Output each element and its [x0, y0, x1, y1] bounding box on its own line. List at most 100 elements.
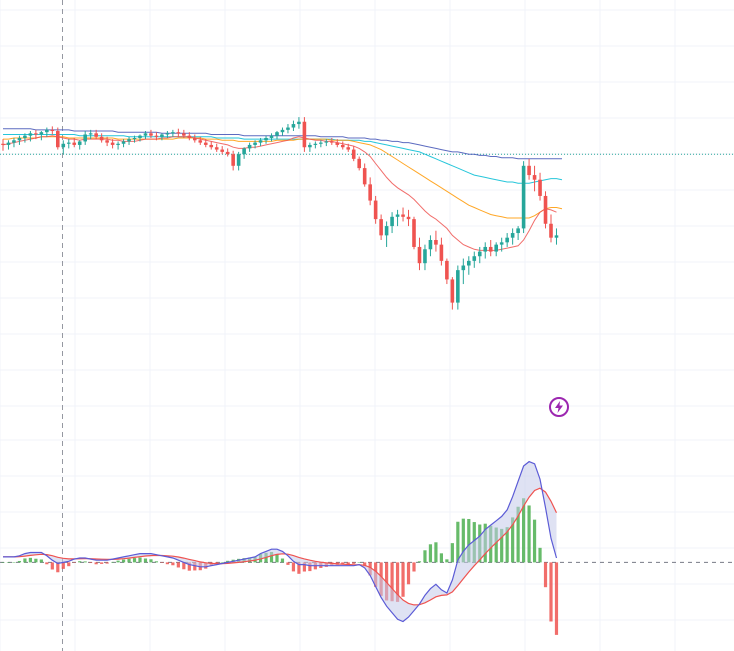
- candle-body: [209, 144, 214, 148]
- histogram-bar: [532, 519, 537, 563]
- candle-body: [461, 265, 466, 271]
- candle-body: [510, 233, 515, 238]
- histogram-bar: [417, 561, 422, 563]
- candle-body: [554, 235, 559, 238]
- histogram-bar: [1, 562, 5, 563]
- candle-body: [242, 148, 246, 155]
- candle-body: [94, 133, 98, 137]
- histogram-bar: [280, 558, 285, 563]
- histogram-bar: [412, 562, 416, 572]
- histogram-bar: [17, 560, 22, 563]
- candle-body: [302, 121, 307, 148]
- candle-body: [149, 133, 153, 136]
- histogram-bar: [406, 562, 411, 585]
- histogram-bar: [467, 518, 471, 563]
- candle-body: [220, 149, 224, 152]
- histogram-bar: [549, 562, 553, 622]
- histogram-bar: [450, 543, 454, 563]
- histogram-bar: [56, 562, 60, 573]
- histogram-bar: [28, 557, 32, 563]
- candle-body: [373, 200, 378, 220]
- candle-body: [401, 214, 405, 217]
- histogram-bar: [176, 562, 180, 568]
- candle-body: [319, 142, 323, 144]
- histogram-bar: [269, 551, 274, 563]
- histogram-bar: [390, 562, 394, 602]
- signal-line: [3, 487, 558, 606]
- candle-body: [286, 127, 290, 130]
- candle-body: [138, 135, 142, 138]
- histogram-bar: [275, 554, 279, 563]
- histogram-bar: [522, 498, 526, 563]
- candle-body: [61, 143, 66, 148]
- candle-body: [187, 135, 192, 138]
- candle-body: [499, 242, 504, 245]
- histogram-bar: [461, 518, 465, 563]
- candle-body: [357, 158, 361, 169]
- histogram-bar: [220, 562, 224, 563]
- event-flash-icon[interactable]: [549, 397, 569, 417]
- candle-body: [99, 136, 104, 141]
- candle-body: [472, 256, 477, 261]
- candle-body: [12, 140, 16, 143]
- candle-body: [467, 260, 471, 266]
- histogram-bar: [6, 562, 11, 563]
- candle-body: [105, 140, 109, 143]
- candle-body: [379, 219, 383, 236]
- candle-body: [390, 216, 394, 227]
- candle-body: [160, 134, 164, 137]
- histogram-bar: [346, 562, 350, 565]
- histogram-bar: [111, 561, 115, 563]
- histogram-bar: [456, 521, 460, 563]
- candle-body: [483, 246, 488, 252]
- histogram-bar: [45, 562, 49, 565]
- histogram-bar: [401, 562, 405, 597]
- histogram-bar: [143, 558, 148, 563]
- histogram-bar: [67, 562, 71, 567]
- histogram-bar: [516, 506, 520, 563]
- histogram-bar: [434, 542, 438, 563]
- histogram-bar: [286, 562, 290, 565]
- candle-body: [505, 237, 509, 243]
- candle-body: [532, 175, 537, 180]
- histogram-bar: [538, 547, 542, 563]
- histogram-bar: [39, 559, 43, 563]
- histogram-bar: [445, 559, 449, 563]
- histogram-bar: [116, 560, 120, 563]
- histogram-bar: [182, 562, 186, 570]
- histogram-bar: [423, 550, 427, 563]
- candle-body: [527, 165, 531, 176]
- candle-body: [313, 143, 318, 145]
- histogram-bar: [121, 559, 126, 563]
- candle-body: [23, 135, 27, 138]
- histogram-bar: [395, 562, 400, 602]
- histogram-bar: [527, 505, 531, 563]
- candle-body: [253, 142, 257, 145]
- histogram-bar: [149, 559, 153, 563]
- histogram-bar: [428, 544, 433, 563]
- histogram-bar: [127, 558, 131, 563]
- candle-body: [362, 168, 367, 185]
- histogram-bar: [154, 561, 159, 563]
- candle-body: [269, 135, 274, 138]
- histogram-bar: [187, 562, 191, 571]
- candle-body: [450, 279, 455, 303]
- candle-body: [384, 226, 389, 236]
- candle-body: [154, 135, 159, 137]
- histogram-bar: [61, 562, 65, 569]
- histogram-bar: [291, 562, 296, 572]
- candle-body: [423, 249, 427, 264]
- histogram-bar: [341, 562, 345, 565]
- candle-body: [198, 140, 203, 143]
- candle-body: [494, 244, 498, 252]
- candle-body: [203, 142, 208, 145]
- candle-body: [182, 133, 186, 136]
- candle-body: [247, 144, 252, 149]
- candle-body: [428, 240, 433, 250]
- candle-body: [17, 137, 22, 141]
- candle-body: [549, 223, 553, 238]
- histogram-bar: [505, 527, 509, 563]
- histogram-bar: [12, 562, 16, 563]
- histogram-bar: [494, 527, 498, 563]
